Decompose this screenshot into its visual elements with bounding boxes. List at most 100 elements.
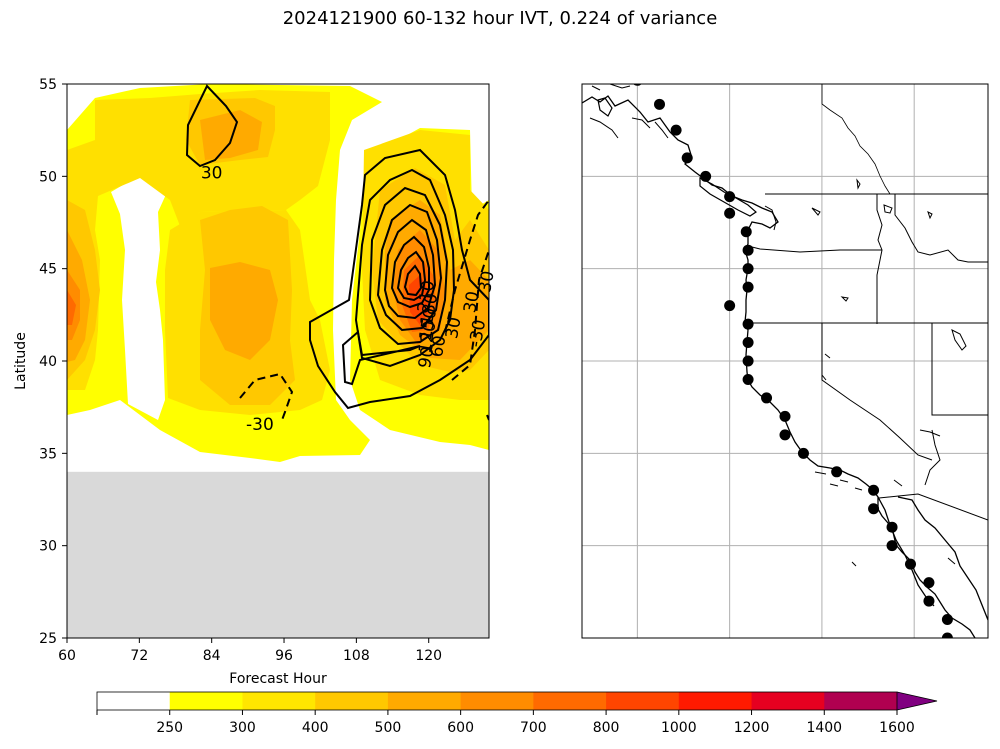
- colorbar-swatch: [824, 692, 898, 710]
- y-tick-label: 45: [39, 262, 57, 278]
- y-axis-ticks: 25 30 35 40 45 50 55: [39, 77, 67, 647]
- x-tick-label: 120: [415, 648, 442, 664]
- colorbar-swatch: [169, 692, 243, 710]
- coastal-point: [742, 373, 754, 385]
- contour-label: 30: [460, 290, 483, 315]
- y-tick-label: 35: [39, 446, 57, 462]
- border-idaho-mt: [894, 194, 988, 263]
- coastline-baja: [877, 496, 935, 607]
- contour-positive-210: [396, 250, 427, 302]
- x-tick-label: 60: [58, 648, 76, 664]
- missing-data-region: [67, 471, 489, 638]
- coastal-point: [700, 170, 712, 182]
- border-az: [924, 429, 941, 486]
- y-tick-label: 50: [39, 169, 57, 185]
- contour-label: 30: [201, 164, 223, 184]
- colorbar-swatch: [315, 692, 389, 710]
- ivt-fill-500: [210, 262, 278, 360]
- y-axis-label: Latitude: [13, 332, 29, 390]
- coastal-point: [797, 447, 809, 459]
- border-canada-internal: [821, 84, 891, 195]
- contour-negative-30: [451, 249, 489, 381]
- coastal-point: [831, 466, 843, 478]
- coastal-point: [941, 614, 953, 626]
- ivt-fill-300: [67, 90, 330, 390]
- colorbar-tick-label: 300: [229, 720, 256, 736]
- coastal-point: [742, 337, 754, 349]
- page-title: 2024121900 60-132 hour IVT, 0.224 of var…: [282, 8, 718, 29]
- y-tick-label: 25: [39, 631, 57, 647]
- contour-positive-120: [376, 203, 443, 332]
- island-haida-gwaii: [597, 97, 613, 117]
- island-vancouver: [699, 177, 757, 217]
- colorbar: 250 300 400 500 600 700 800 1000 1200 1400 1600: [96, 691, 938, 736]
- coastal-point: [868, 503, 880, 515]
- contour-positive-60: [354, 168, 456, 368]
- coastal-point: [742, 244, 754, 256]
- border-nv-ut: [931, 323, 988, 416]
- colorbar-tick-label: 250: [156, 720, 183, 736]
- coastal-point: [923, 595, 935, 607]
- y-tick-label: 40: [39, 354, 57, 370]
- coastal-point: [742, 281, 754, 293]
- coastal-point: [886, 521, 898, 533]
- colorbar-tick-label: 500: [375, 720, 402, 736]
- contour-label: 60: [427, 334, 450, 359]
- coastal-point: [779, 410, 791, 422]
- colorbar-swatches: [96, 691, 938, 711]
- colorbar-swatch: [387, 692, 462, 710]
- coastal-point: [904, 558, 916, 570]
- colorbar-tick-label: 700: [520, 720, 547, 736]
- coastal-point: [779, 429, 791, 441]
- contour-label: 90: [415, 345, 438, 370]
- border-idaho: [876, 194, 883, 324]
- map-content: [582, 84, 988, 638]
- map-gridlines: [582, 84, 988, 638]
- ivt-fill-below-250: [111, 175, 168, 420]
- contour-positive-30: [309, 148, 489, 410]
- colorbar-tick-label: 800: [593, 720, 620, 736]
- coastal-point: [923, 577, 935, 589]
- coastal-point: [761, 392, 773, 404]
- coastal-point: [742, 355, 754, 367]
- x-axis-label: Forecast Hour: [229, 671, 327, 687]
- y-tick-label: 30: [39, 539, 57, 555]
- map-axes-frame: [581, 83, 989, 639]
- contour-label: 30: [442, 316, 465, 341]
- colorbar-outline: [96, 691, 898, 711]
- colorbar-swatch: [97, 692, 171, 710]
- coastal-point: [724, 191, 736, 203]
- x-tick-label: 108: [343, 648, 370, 664]
- contour-label: -30: [466, 318, 491, 349]
- contour-negative-30: [444, 199, 489, 333]
- coastal-point: [740, 226, 752, 238]
- colorbar-extend-arrow: [897, 692, 937, 710]
- lake: [811, 178, 967, 567]
- coastal-point: [681, 152, 693, 164]
- colorbar-swatch: [678, 692, 753, 710]
- colorbar-tick-label: 600: [447, 720, 474, 736]
- coastal-point: [670, 124, 682, 136]
- coastal-point: [724, 300, 736, 312]
- ivt-filled-contours: [67, 84, 489, 638]
- coastal-point: [886, 540, 898, 552]
- colorbar-swatch: [606, 692, 680, 710]
- map-panel: [581, 83, 989, 639]
- island-coast-fragments: [589, 84, 669, 139]
- x-tick-label: 72: [130, 648, 148, 664]
- colorbar-swatch: [242, 692, 316, 710]
- x-tick-label: 96: [275, 648, 293, 664]
- colorbar-ticks: 250 300 400 500 600 700 800 1000 1200 1400 1600: [96, 710, 915, 736]
- x-axis-ticks: 60 72 84 96 108 120: [58, 638, 442, 664]
- border-wa-or: [747, 245, 882, 253]
- colorbar-swatch: [460, 692, 534, 710]
- coastal-point: [941, 632, 953, 638]
- puget-sound: [764, 205, 777, 231]
- colorbar-tick-label: 1000: [661, 720, 697, 736]
- contour-positive-150: [383, 218, 437, 320]
- contour-lines: [185, 84, 489, 421]
- colorbar-swatch: [533, 692, 607, 710]
